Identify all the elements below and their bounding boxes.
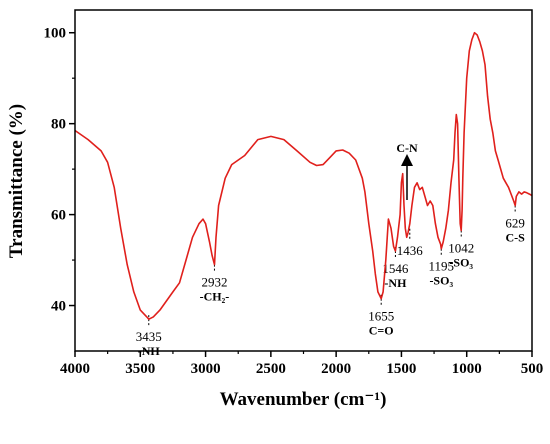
annotation-wavenumber: 1655	[368, 309, 394, 324]
y-tick-label: 100	[44, 26, 67, 42]
y-axis-title: Transmittance (%)	[6, 104, 27, 258]
cn-arrow-annotation: C-N	[396, 141, 418, 200]
x-axis-title: Wavenumber (cm⁻¹)	[220, 389, 387, 410]
annotations-layer: 3435-NH2932-CH₂-1655C=O1546-NH14361195-S…	[136, 201, 525, 358]
x-tick-label: 3500	[125, 361, 155, 377]
annotation-group: -NH	[384, 276, 407, 290]
annotation-wavenumber: 2932	[201, 275, 227, 290]
series-line-transmittance	[74, 31, 533, 320]
x-tick-label: 1500	[386, 361, 416, 377]
x-tick-label: 4000	[60, 361, 90, 377]
annotation-group: -CH₂-	[200, 290, 230, 304]
y-tick-label: 60	[51, 208, 66, 224]
y-tick-label: 80	[51, 117, 66, 133]
cn-arrow-label: C-N	[396, 141, 418, 155]
annotation-wavenumber: 1195	[428, 259, 454, 274]
x-tick-label: 2500	[256, 361, 286, 377]
annotation-group: -SO₃	[429, 274, 453, 288]
annotation-wavenumber: 3435	[136, 329, 162, 344]
x-tick-label: 1000	[452, 361, 482, 377]
annotation-wavenumber: 1436	[397, 243, 424, 258]
y-axis-ticks: 40 60 80 100	[44, 26, 75, 315]
x-tick-label: 3000	[191, 361, 221, 377]
annotation-group: C=O	[369, 324, 394, 338]
annotation-wavenumber: 629	[505, 216, 525, 231]
x-tick-label: 500	[521, 361, 544, 377]
annotation-group: -SO₃	[449, 256, 473, 270]
annotation-wavenumber: 1042	[448, 241, 474, 256]
x-axis-ticks: 4000 3500 3000 2500 2000 1500 1000 500	[60, 351, 543, 377]
x-tick-label: 2000	[321, 361, 351, 377]
annotation-group: C-S	[505, 231, 525, 245]
y-tick-label: 40	[51, 299, 66, 315]
annotation-wavenumber: 1546	[382, 261, 409, 276]
